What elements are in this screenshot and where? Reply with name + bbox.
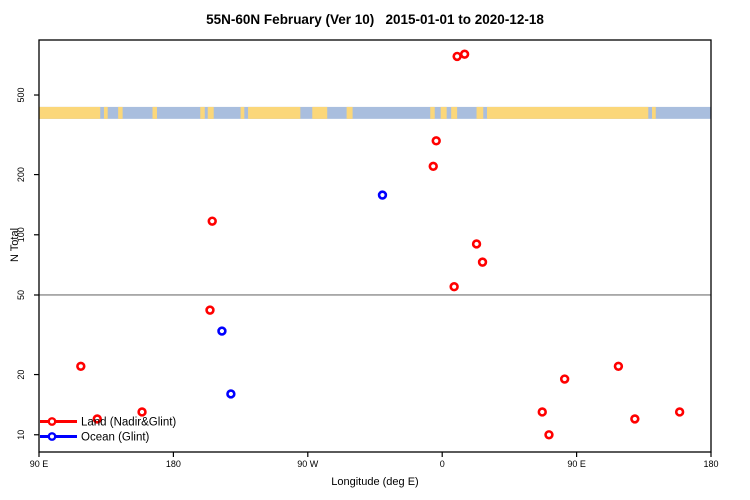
map-band-land-segment [430, 106, 435, 119]
data-point-land [76, 361, 86, 371]
map-band-land-segment [248, 106, 301, 119]
data-point-land [544, 430, 554, 440]
data-point-ocean [217, 326, 227, 336]
map-band-land-segment [451, 106, 458, 119]
data-point-land [431, 136, 441, 146]
x-tick-label: 90 W [297, 459, 319, 469]
data-point-land [613, 361, 624, 371]
map-band-land-segment [103, 106, 108, 119]
y-axis-title: N Total [9, 227, 21, 263]
data-point-land [559, 374, 570, 384]
map-band-land-segment [476, 106, 484, 119]
map-band-land-segment [39, 106, 101, 119]
legend-marker [47, 432, 57, 441]
data-point-land [207, 216, 217, 226]
x-tick-label: 180 [166, 459, 181, 469]
data-point-land [137, 407, 147, 417]
map-band-land-segment [487, 106, 649, 119]
map-band-land-segment [118, 106, 123, 119]
y-tick-label: 10 [16, 430, 26, 440]
map-band-land-segment [240, 106, 245, 119]
data-point-land [205, 305, 215, 315]
x-tick-label: 180 [703, 459, 718, 469]
map-band-land-segment [346, 106, 353, 119]
map-band-land-segment [440, 106, 447, 119]
data-point-land [537, 407, 547, 417]
chart-title: 55N-60N February (Ver 10) 2015-01-01 to … [206, 12, 544, 27]
data-point-land [459, 49, 470, 59]
data-point-land [449, 282, 459, 292]
map-band-land-segment [312, 106, 328, 119]
data-point-land [92, 414, 102, 424]
legend-marker [47, 417, 57, 426]
x-tick-label: 0 [440, 459, 445, 469]
plot-border [38, 39, 712, 453]
x-axis-title: Longitude (deg E) [331, 476, 419, 488]
map-band-land-segment [207, 106, 214, 119]
y-tick-label: 50 [16, 290, 26, 300]
data-point-land [452, 51, 462, 62]
legend-label: Ocean (Glint) [81, 432, 150, 444]
y-tick-label: 20 [16, 370, 26, 380]
data-point-land [471, 239, 482, 249]
data-point-land [630, 414, 640, 424]
x-tick-label: 90 E [567, 459, 586, 469]
map-band-ocean [39, 106, 711, 119]
x-tick-label: 90 E [30, 459, 49, 469]
map-band-land-segment [200, 106, 205, 119]
map-band-land-segment [652, 106, 656, 119]
y-tick-label: 500 [16, 87, 26, 102]
data-point-land [674, 407, 685, 417]
legend-label: Land (Nadir&Glint) [81, 417, 176, 429]
y-tick-label: 100 [16, 227, 26, 242]
data-point-ocean [226, 389, 236, 399]
data-point-land [477, 257, 488, 267]
data-point-land [428, 161, 438, 172]
data-point-ocean [377, 190, 388, 200]
y-tick-label: 200 [16, 167, 26, 182]
map-band-land-segment [152, 106, 157, 119]
